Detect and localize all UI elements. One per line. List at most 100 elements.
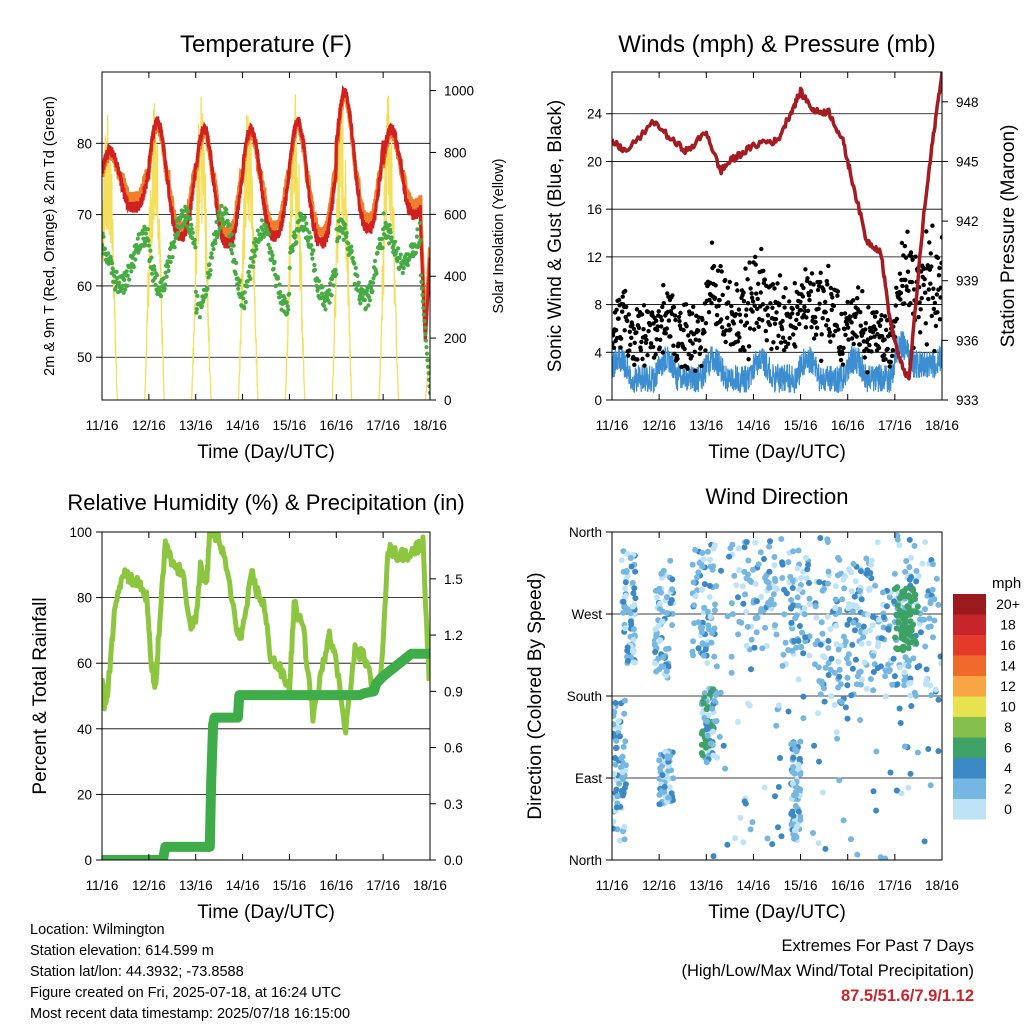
direction-point: [667, 557, 674, 564]
direction-point: [704, 660, 711, 666]
gust-point: [618, 345, 623, 350]
direction-point: [612, 730, 617, 737]
direction-point: [813, 614, 820, 621]
dewpoint-point: [125, 273, 130, 278]
direction-point: [849, 608, 856, 615]
dewpoint-point: [254, 247, 259, 252]
dewpoint-point: [164, 274, 169, 279]
direction-point: [893, 625, 900, 632]
dewpoint-point: [417, 220, 422, 226]
gust-point: [903, 255, 909, 260]
gust-point: [759, 246, 764, 252]
direction-point: [833, 622, 840, 629]
direction-point: [794, 823, 801, 830]
gust-point: [719, 269, 724, 274]
dewpoint-point: [312, 267, 317, 272]
direction-point: [902, 614, 909, 621]
direction-point: [735, 718, 741, 725]
gust-point: [748, 286, 753, 291]
direction-point: [612, 761, 619, 768]
dewpoint-point: [337, 235, 342, 240]
direction-point: [839, 596, 846, 603]
gust-point: [936, 273, 942, 278]
speed-legend-title: mph: [992, 575, 1021, 592]
direction-point: [620, 598, 627, 605]
gust-point: [823, 299, 828, 305]
gust-point: [825, 317, 830, 323]
dewpoint-point: [218, 225, 223, 230]
gust-point: [616, 297, 622, 303]
direction-point: [827, 666, 834, 673]
legend-swatch: [953, 778, 986, 799]
direction-point: [694, 574, 700, 581]
direction-point: [788, 741, 795, 748]
direction-point: [762, 574, 768, 581]
direction-point: [690, 579, 697, 586]
x-tick-label: 13/16: [689, 418, 723, 433]
direction-point: [699, 619, 706, 626]
direction-point: [799, 629, 806, 636]
dewpoint-point: [189, 222, 194, 227]
x-tick-label: 16/16: [831, 418, 865, 433]
direction-point: [938, 660, 942, 667]
dewpoint-point: [110, 261, 115, 266]
gust-point: [879, 313, 884, 318]
dewpoint-point: [356, 288, 361, 293]
dewpoint-point: [127, 277, 132, 282]
dewpoint-point: [193, 245, 198, 250]
temperature-xlabel: Time (Day/UTC): [197, 442, 335, 463]
wind-pressure-series: [612, 72, 942, 394]
direction-point: [817, 535, 824, 541]
dewpoint-point: [246, 269, 251, 274]
direction-point: [630, 649, 637, 656]
direction-point: [906, 658, 912, 665]
direction-point: [844, 674, 851, 681]
direction-point: [707, 740, 714, 747]
gust-point: [939, 235, 942, 240]
gust-point: [930, 223, 935, 228]
gust-point: [780, 318, 785, 324]
dewpoint-point: [146, 238, 151, 243]
direction-point: [857, 717, 864, 723]
humidity-precip-frame: [101, 531, 431, 861]
dewpoint-point: [380, 236, 385, 241]
dewpoint-point: [248, 276, 253, 281]
gust-point: [803, 267, 808, 272]
direction-point: [701, 581, 708, 588]
gust-point: [647, 322, 653, 328]
direction-point: [878, 635, 885, 642]
solar-ylabel: Solar Insolation (Yellow): [491, 158, 507, 313]
humidity-precip-xlabel: Time (Day/UTC): [197, 902, 335, 923]
direction-point: [825, 645, 832, 651]
direction-point: [709, 705, 716, 712]
gust-point: [629, 335, 634, 340]
direction-point: [896, 542, 903, 549]
gust-point: [790, 311, 795, 316]
gust-point: [756, 281, 761, 286]
dewpoint-point: [350, 255, 355, 260]
gust-point: [904, 284, 909, 289]
dewpoint-point: [342, 226, 347, 231]
direction-point: [652, 649, 659, 655]
wind-direction-title: Wind Direction: [705, 484, 848, 509]
direction-point: [618, 764, 624, 771]
wind-direction-panel: Wind Direction 11/16 12/16 13/16 14/16 15/16…: [525, 484, 1021, 923]
direction-point: [709, 728, 716, 735]
direction-point: [612, 818, 617, 825]
dewpoint-point: [216, 213, 221, 218]
gust-point: [938, 285, 942, 290]
extremes-values: 87.5/51.6/7.9/1.12: [840, 987, 974, 1005]
direction-point: [788, 811, 795, 818]
gust-point: [811, 336, 817, 341]
direction-point: [704, 548, 711, 555]
direction-point: [817, 691, 824, 698]
direction-point: [842, 638, 849, 645]
direction-point: [779, 662, 786, 669]
dewpoint-point: [349, 244, 354, 249]
direction-point: [796, 623, 803, 629]
dewpoint-point: [319, 291, 325, 296]
direction-point: [667, 600, 674, 606]
gust-point: [752, 327, 757, 332]
dewpoint-point: [382, 232, 387, 237]
direction-point: [622, 738, 629, 745]
